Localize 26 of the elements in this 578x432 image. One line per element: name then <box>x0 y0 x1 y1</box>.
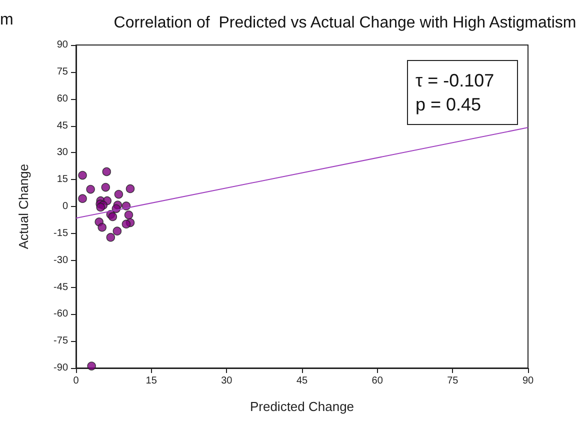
x-tick-label: 75 <box>447 376 459 386</box>
y-tick-label: -30 <box>54 254 68 266</box>
y-tick-label: -60 <box>54 308 68 320</box>
y-tick-label: -90 <box>54 362 68 374</box>
y-tick-label: 30 <box>56 147 68 158</box>
y-tick-label: -75 <box>54 336 68 347</box>
x-tick-label: 90 <box>522 376 534 386</box>
annotation: τ = -0.107 <box>416 70 494 90</box>
y-tick-label: 75 <box>56 66 68 78</box>
y-tick-label: -15 <box>54 228 68 239</box>
y-tick-label: 45 <box>56 120 68 132</box>
annotation: p = 0.45 <box>416 94 482 114</box>
y-tick-label: 60 <box>56 93 68 104</box>
x-tick-label: 15 <box>146 376 158 386</box>
y-tick-label: 0 <box>62 201 68 212</box>
chart-title: Correlation of Predicted vs Actual Change with High Astigmatism <box>114 14 576 32</box>
x-tick-label: 0 <box>73 376 80 386</box>
y-tick-label: -45 <box>54 282 68 293</box>
x-tick-label: 45 <box>296 376 308 386</box>
x-tick-label: 30 <box>221 376 233 386</box>
y-axis-title: Actual Change <box>16 164 31 250</box>
x-tick-label: 60 <box>372 376 384 386</box>
y-tick-label: 90 <box>56 40 68 50</box>
text: m <box>0 12 14 28</box>
y-tick-label: 15 <box>56 174 68 186</box>
x-axis-title: Predicted Change <box>250 399 354 414</box>
